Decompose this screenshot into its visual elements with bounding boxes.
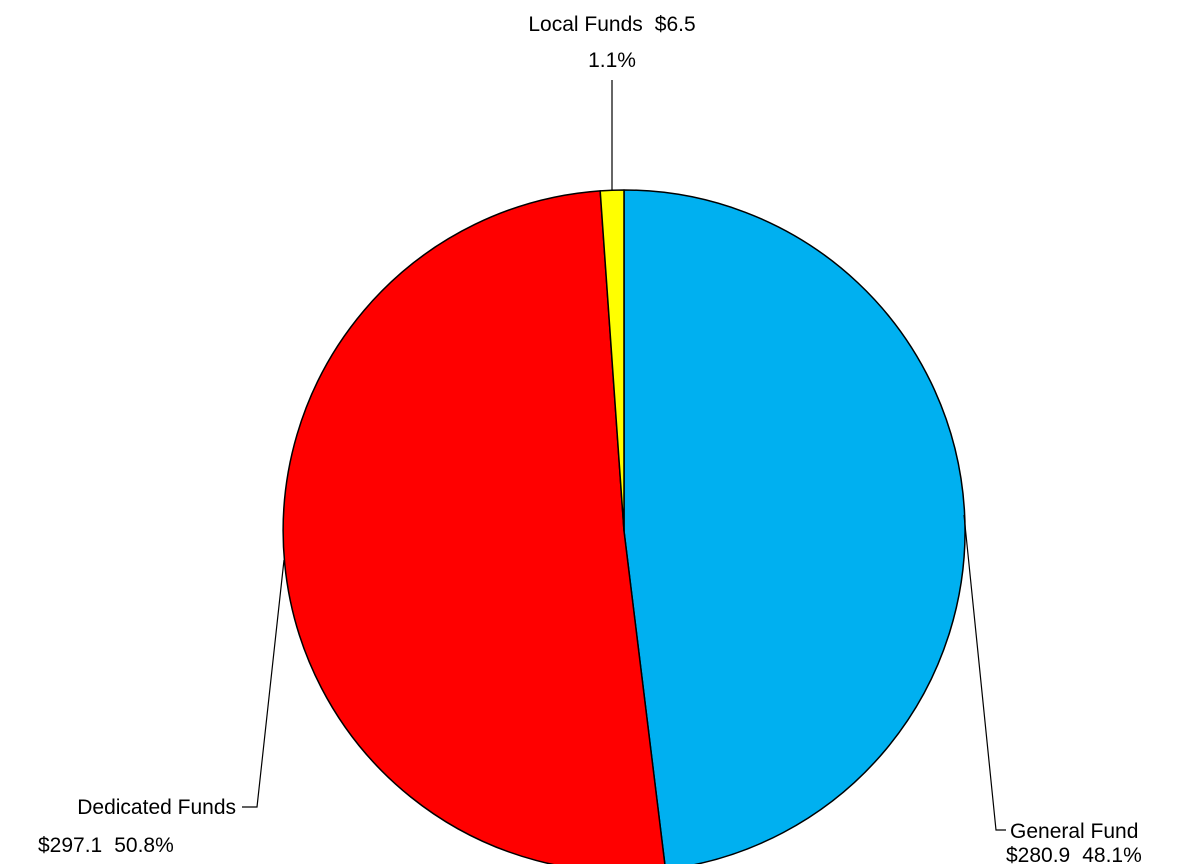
label-dedicated-funds-line2: $297.1 50.8% — [38, 834, 174, 857]
leader-lines — [242, 80, 1006, 831]
pie-slice-dedicated-funds — [282, 190, 666, 864]
leader-line-general-fund — [963, 514, 1006, 831]
label-dedicated-funds-value: $297.1 — [38, 834, 102, 857]
leader-line-dedicated-funds — [242, 559, 285, 808]
label-local-funds-value: $6.5 — [655, 13, 696, 36]
pie-slice-general-fund — [623, 189, 966, 864]
label-general-fund-line2: $280.9 48.1% — [1006, 844, 1142, 864]
label-dedicated-funds-percent: 50.8% — [114, 834, 174, 857]
label-local-funds-line1: Local Funds $6.5 — [528, 13, 695, 36]
label-dedicated-funds-category: Dedicated Funds — [77, 796, 236, 819]
label-general-fund-percent: 48.1% — [1082, 844, 1142, 864]
label-general-fund-value: $280.9 — [1006, 844, 1070, 864]
pie-slice-local-funds — [599, 189, 625, 532]
label-general-fund-category: General Fund — [1010, 820, 1138, 843]
label-local-funds-percent: 1.1% — [588, 49, 636, 72]
label-local-funds-category: Local Funds — [528, 13, 642, 36]
data-labels: Local Funds $6.5 1.1% General Fund $280.9… — [38, 13, 1142, 864]
pie-slices — [282, 189, 966, 864]
